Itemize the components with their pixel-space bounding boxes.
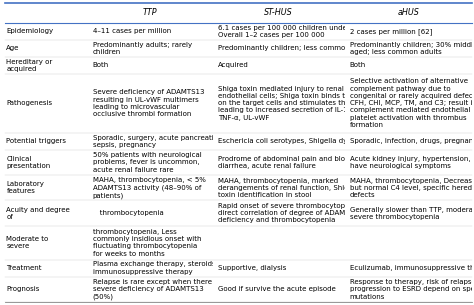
Text: Sporadic, surgery, acute pancreatitis,
sepsis, pregnancy: Sporadic, surgery, acute pancreatitis, s… <box>93 135 224 148</box>
Text: Generally slower than TTP, moderate to
severe thrombocytopenia: Generally slower than TTP, moderate to s… <box>350 206 474 220</box>
Text: Sporadic, infection, drugs, pregnancy: Sporadic, infection, drugs, pregnancy <box>350 138 474 144</box>
Text: Prognosis: Prognosis <box>7 286 40 292</box>
Text: Both: Both <box>350 62 366 68</box>
Text: Treatment: Treatment <box>7 265 42 271</box>
Text: Supportive, dialysis: Supportive, dialysis <box>218 265 287 271</box>
Text: Predominantly adults; rarely
children: Predominantly adults; rarely children <box>93 41 192 55</box>
Text: 2 cases per million [62]: 2 cases per million [62] <box>350 28 432 35</box>
Text: Prodrome of abdominal pain and bloody
diarrhea, acute renal failure: Prodrome of abdominal pain and bloody di… <box>218 156 358 169</box>
Text: MAHA, thrombocytopenia, Decreased C3
but normal C4 level, specific hereditary
de: MAHA, thrombocytopenia, Decreased C3 but… <box>350 178 474 198</box>
Text: Plasma exchange therapy, steroids,
immunosuppressive therapy: Plasma exchange therapy, steroids, immun… <box>93 261 218 275</box>
Text: 6.1 cases per 100 000 children under five
Overall 1–2 cases per 100 000: 6.1 cases per 100 000 children under fiv… <box>218 25 365 38</box>
Text: thrombocytopenia, Less
commonly insidious onset with
fluctuating thrombocytopeni: thrombocytopenia, Less commonly insidiou… <box>93 229 201 257</box>
Text: Predominantly children; 30% middle-
aged; less common adults: Predominantly children; 30% middle- aged… <box>350 41 474 55</box>
Text: Epidemiology: Epidemiology <box>7 28 54 34</box>
Text: TTP: TTP <box>143 9 158 17</box>
Text: Response to therapy, risk of relapse and
progression to ESRD depend on specific
: Response to therapy, risk of relapse and… <box>350 279 474 300</box>
Text: Rapid onset of severe thrombocytopenia,
direct correlation of degree of ADAMTS13: Rapid onset of severe thrombocytopenia, … <box>218 203 363 223</box>
Text: Eschericia coli serotypes, Shigella dysentreae: Eschericia coli serotypes, Shigella dyse… <box>218 138 378 144</box>
Text: Acuity and degree
of: Acuity and degree of <box>7 206 70 220</box>
Text: Laboratory
features: Laboratory features <box>7 181 44 194</box>
Text: MAHA, thrombocytopenia, < 5%
ADAMTS13 activity (48–90% of
patients): MAHA, thrombocytopenia, < 5% ADAMTS13 ac… <box>93 177 206 199</box>
Text: Both: Both <box>93 62 109 68</box>
Text: MAHA, thrombocytopenia, marked
derangements of renal function, Shiga
toxin ident: MAHA, thrombocytopenia, marked derangeme… <box>218 178 353 198</box>
Text: Predominantly children; less commonly adults: Predominantly children; less commonly ad… <box>218 45 380 51</box>
Text: Moderate to
severe: Moderate to severe <box>7 236 49 249</box>
Text: Eculizumab, immunosuppressive therapy: Eculizumab, immunosuppressive therapy <box>350 265 474 271</box>
Text: Acquired: Acquired <box>218 62 249 68</box>
Text: aHUS: aHUS <box>397 9 419 17</box>
Text: Severe deficiency of ADAMTS13
resulting in UL-vWF multimers
leading to microvasc: Severe deficiency of ADAMTS13 resulting … <box>93 89 204 117</box>
Text: thrombocytopenia: thrombocytopenia <box>93 210 164 216</box>
Text: 4–11 cases per million: 4–11 cases per million <box>93 28 171 34</box>
Text: 50% patients with neurological
problems, fever is uncommon,
acute renal failure : 50% patients with neurological problems,… <box>93 152 201 173</box>
Text: Pathogenesis: Pathogenesis <box>7 100 53 106</box>
Text: Age: Age <box>7 45 20 51</box>
Text: ST-HUS: ST-HUS <box>264 9 293 17</box>
Text: Potential triggers: Potential triggers <box>7 138 66 144</box>
Text: Shiga toxin mediated injury to renal
endothelial cells; Shiga toxin binds to Gb3: Shiga toxin mediated injury to renal end… <box>218 86 367 121</box>
Text: Hereditary or
acquired: Hereditary or acquired <box>7 59 53 72</box>
Text: Good if survive the acute episode: Good if survive the acute episode <box>218 286 336 292</box>
Text: Acute kidney injury, hypertension, can
have neurological symptoms: Acute kidney injury, hypertension, can h… <box>350 156 474 169</box>
Text: Relapse is rare except when there is
severe deficiency of ADAMTS13
(50%): Relapse is rare except when there is sev… <box>93 279 220 300</box>
Text: Clinical
presentation: Clinical presentation <box>7 156 51 169</box>
Text: Selective activation of alternative
complement pathway due to
congenital or rare: Selective activation of alternative comp… <box>350 78 474 128</box>
